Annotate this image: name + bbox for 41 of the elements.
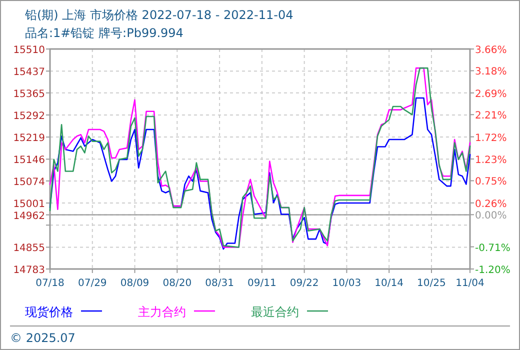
y-tick-label: 15001	[13, 199, 45, 210]
legend-label: 现货价格	[25, 305, 73, 319]
y2-tick-label: -1.20%	[475, 265, 510, 276]
y2-tick-label: 3.66%	[475, 45, 507, 56]
y2-tick-label: 3.18%	[475, 66, 507, 78]
y-tick-label: 15365	[13, 88, 45, 100]
y2-tick-label: -0.71%	[475, 242, 510, 254]
y-tick-label: 15437	[13, 67, 45, 78]
chart-subtitle: 品名:1#铅锭 牌号:Pb99.994	[25, 26, 184, 40]
x-tick-label: 11/04	[456, 278, 484, 289]
y-tick-label: 15074	[13, 176, 45, 188]
x-tick-label: 08/09	[120, 278, 150, 289]
y2-tick-label: 1.72%	[475, 132, 507, 144]
legend-label: 最近合约	[251, 305, 299, 319]
y2-tick-label: 2.69%	[475, 88, 507, 100]
y-tick-label: 15510	[13, 45, 45, 56]
line-series	[49, 67, 471, 248]
x-tick-label: 08/20	[162, 278, 192, 289]
x-tick-label: 10/25	[417, 278, 446, 289]
x-tick-label: 10/03	[332, 278, 362, 289]
x-tick-label: 09/22	[290, 278, 319, 289]
y-tick-label: 15146	[13, 155, 45, 166]
x-tick-label: 10/14	[374, 278, 404, 289]
line-series	[49, 97, 471, 250]
y2-tick-label: 0.75%	[475, 176, 507, 188]
chart-title: 铅(期) 上海 市场价格 2022-07-18 - 2022-11-04	[24, 8, 294, 22]
x-tick-label: 07/29	[78, 278, 107, 289]
y2-tick-label: 0.26%	[475, 198, 507, 210]
y-tick-label: 15292	[13, 110, 45, 122]
y-tick-label: 14855	[13, 243, 45, 254]
text: © 2025.07	[10, 331, 76, 345]
legend-label: 主力合约	[138, 305, 186, 319]
x-tick-label: 07/18	[36, 278, 64, 289]
y-tick-label: 15219	[13, 133, 45, 144]
y2-tick-label: 1.23%	[475, 155, 507, 166]
y2-tick-label: 2.21%	[475, 110, 507, 122]
x-tick-label: 09/11	[248, 278, 276, 289]
y-tick-label: 14783	[13, 265, 45, 276]
y-tick-label: 14962	[13, 210, 45, 222]
y2-tick-label: 0.00%	[475, 210, 507, 222]
x-tick-label: 08/31	[205, 278, 234, 289]
